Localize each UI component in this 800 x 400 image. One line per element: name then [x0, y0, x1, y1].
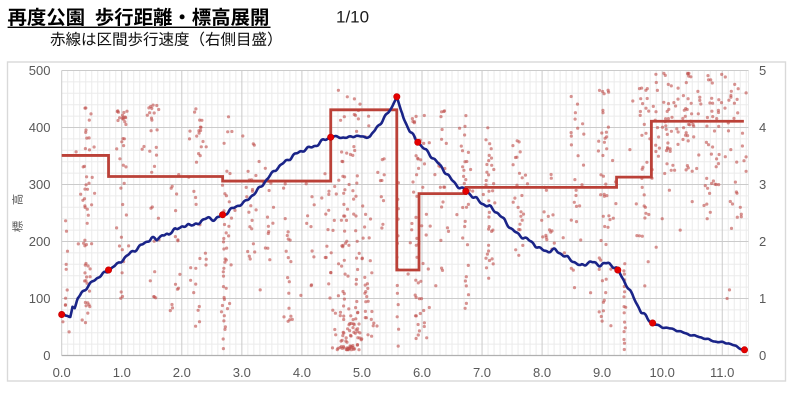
svg-text:11.0: 11.0	[710, 365, 734, 380]
svg-text:500: 500	[29, 63, 51, 78]
svg-text:6.0: 6.0	[413, 365, 431, 380]
svg-text:4: 4	[759, 120, 766, 135]
svg-text:10.0: 10.0	[650, 365, 675, 380]
svg-text:2: 2	[759, 234, 766, 249]
svg-text:7.0: 7.0	[473, 365, 491, 380]
svg-text:8.0: 8.0	[533, 365, 551, 380]
svg-text:300: 300	[29, 177, 51, 192]
svg-text:1/10: 1/10	[336, 8, 369, 27]
svg-text:0.0: 0.0	[53, 365, 71, 380]
svg-text:2.0: 2.0	[173, 365, 191, 380]
svg-text:200: 200	[29, 234, 51, 249]
svg-text:4.0: 4.0	[293, 365, 311, 380]
svg-text:400: 400	[29, 120, 51, 135]
svg-text:3: 3	[759, 177, 766, 192]
svg-text:0: 0	[759, 348, 766, 363]
svg-text:1.0: 1.0	[113, 365, 131, 380]
svg-text:100: 100	[29, 291, 51, 306]
svg-text:1: 1	[759, 291, 766, 306]
svg-text:9.0: 9.0	[593, 365, 611, 380]
svg-text:3.0: 3.0	[233, 365, 251, 380]
svg-text:5.0: 5.0	[353, 365, 371, 380]
svg-text:5: 5	[759, 63, 766, 78]
svg-text:0: 0	[43, 348, 50, 363]
